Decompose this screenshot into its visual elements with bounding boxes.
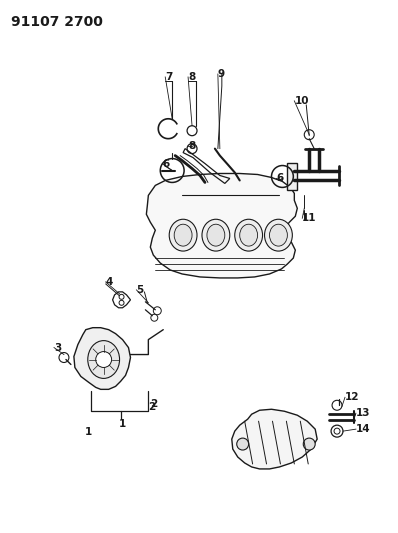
Ellipse shape [207, 224, 225, 246]
Circle shape [303, 438, 315, 450]
Circle shape [332, 400, 342, 410]
Ellipse shape [174, 224, 192, 246]
Text: 6: 6 [277, 173, 284, 183]
Ellipse shape [269, 224, 287, 246]
Text: 11: 11 [302, 213, 317, 223]
Text: 1: 1 [119, 419, 126, 429]
Text: 7: 7 [165, 72, 173, 82]
Text: 10: 10 [295, 96, 309, 106]
Text: 6: 6 [162, 158, 170, 168]
Circle shape [96, 352, 111, 367]
Circle shape [151, 314, 158, 321]
Circle shape [153, 307, 161, 315]
Polygon shape [146, 173, 297, 278]
Circle shape [304, 130, 314, 140]
Polygon shape [287, 163, 297, 190]
Circle shape [59, 352, 69, 362]
Polygon shape [74, 328, 131, 389]
Circle shape [331, 425, 343, 437]
Text: 9: 9 [218, 69, 225, 79]
Text: 13: 13 [356, 408, 371, 418]
Text: 1: 1 [85, 427, 92, 437]
Text: 12: 12 [345, 392, 359, 402]
Ellipse shape [235, 219, 263, 251]
Text: 8: 8 [188, 141, 195, 151]
Text: 2: 2 [148, 402, 156, 412]
Circle shape [187, 126, 197, 136]
Ellipse shape [88, 341, 119, 378]
Text: 8: 8 [188, 72, 195, 82]
Ellipse shape [240, 224, 258, 246]
Circle shape [237, 438, 249, 450]
Text: 4: 4 [105, 277, 113, 287]
Text: 3: 3 [54, 343, 61, 352]
Text: 14: 14 [356, 424, 371, 434]
Ellipse shape [265, 219, 293, 251]
Circle shape [187, 144, 197, 154]
Ellipse shape [202, 219, 230, 251]
Text: 2: 2 [150, 399, 158, 409]
Circle shape [334, 428, 340, 434]
Polygon shape [232, 409, 317, 469]
Text: 91107 2700: 91107 2700 [11, 15, 103, 29]
Ellipse shape [169, 219, 197, 251]
Circle shape [119, 300, 124, 305]
Text: 5: 5 [137, 285, 144, 295]
Circle shape [119, 294, 124, 300]
